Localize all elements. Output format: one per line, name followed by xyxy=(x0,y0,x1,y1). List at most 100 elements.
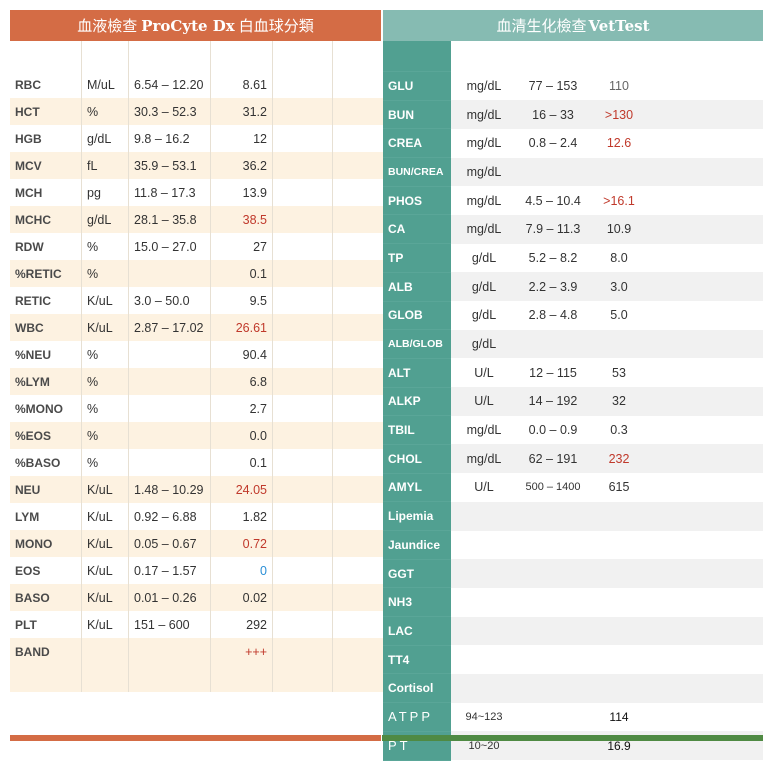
test-reference-range: 35.9 – 53.1 xyxy=(128,152,211,179)
empty-cell xyxy=(649,186,763,215)
empty-cell xyxy=(649,301,763,330)
table-row: CREA mg/dL 0.8 – 2.4 12.6 xyxy=(383,128,763,159)
test-unit: g/dL xyxy=(451,243,517,273)
test-reference-range: 4.5 – 10.4 xyxy=(517,186,589,215)
test-reference-range xyxy=(128,638,211,665)
test-unit xyxy=(451,616,517,646)
empty-cell xyxy=(272,125,333,152)
test-unit: K/uL xyxy=(81,584,129,611)
blank-cell xyxy=(210,665,273,692)
test-value: 3.0 xyxy=(589,272,649,301)
test-unit: mg/dL xyxy=(451,71,517,101)
test-name: %EOS xyxy=(10,422,82,449)
test-unit xyxy=(451,559,517,588)
empty-cell xyxy=(272,179,333,206)
table-row: HGB g/dL 9.8 – 16.2 12 xyxy=(10,125,391,152)
test-value: 110 xyxy=(589,71,649,101)
test-reference-range: 0.8 – 2.4 xyxy=(517,128,589,158)
table-row: LAC xyxy=(383,616,763,646)
test-reference-range: 5.2 – 8.2 xyxy=(517,243,589,273)
test-reference-range xyxy=(517,329,589,359)
test-reference-range xyxy=(517,702,589,732)
empty-cell xyxy=(332,422,391,449)
test-name: %RETIC xyxy=(10,260,82,287)
test-unit: g/dL xyxy=(451,272,517,301)
table-row: CHOL mg/dL 62 – 191 232 xyxy=(383,444,763,474)
test-reference-range: 6.54 – 12.20 xyxy=(128,71,211,98)
test-value xyxy=(589,673,649,703)
test-reference-range xyxy=(128,395,211,422)
test-name: BAND xyxy=(10,638,82,665)
table-row: %NEU% 90.4 xyxy=(10,341,391,368)
test-unit: U/L xyxy=(451,473,517,502)
test-reference-range xyxy=(517,616,589,646)
test-unit: mg/dL xyxy=(451,128,517,158)
test-value: 8.0 xyxy=(589,243,649,273)
empty-cell xyxy=(649,272,763,301)
test-value: >130 xyxy=(589,100,649,129)
empty-cell xyxy=(272,314,333,341)
blank-cell xyxy=(128,665,211,692)
test-value: +++ xyxy=(210,638,273,665)
test-unit: K/uL xyxy=(81,557,129,584)
empty-cell xyxy=(332,611,391,638)
table-row: BUN/CREA mg/dL xyxy=(383,157,763,187)
test-name: CREA xyxy=(383,128,451,159)
test-name: AMYL xyxy=(383,473,451,503)
test-value: 36.2 xyxy=(210,152,273,179)
test-value xyxy=(589,530,649,560)
test-unit: % xyxy=(81,368,129,395)
table-row: %RETIC% 0.1 xyxy=(10,260,391,287)
test-value: 24.05 xyxy=(210,476,273,503)
test-unit: pg xyxy=(81,179,129,206)
test-name: Lipemia xyxy=(383,501,451,531)
table-row: RBC M/uL 6.54 – 12.20 8.61 xyxy=(10,71,391,98)
empty-cell xyxy=(649,587,763,617)
empty-cell xyxy=(649,387,763,416)
test-value: 32 xyxy=(589,387,649,416)
empty-cell xyxy=(649,128,763,158)
test-reference-range xyxy=(517,157,589,187)
test-name: PHOS xyxy=(383,186,451,216)
cbc-title-prefix: 血液檢查 xyxy=(77,17,138,35)
empty-cell xyxy=(332,368,391,395)
empty-cell xyxy=(272,476,333,503)
test-reference-range xyxy=(128,260,211,287)
table-row: RETIC K/uL 3.0 – 50.0 9.5 xyxy=(10,287,391,314)
empty-cell xyxy=(332,233,391,260)
test-reference-range xyxy=(128,341,211,368)
test-name: RDW xyxy=(10,233,82,260)
test-unit: mg/dL xyxy=(451,100,517,129)
empty-cell xyxy=(272,206,333,233)
test-value xyxy=(589,616,649,646)
table-row: GGT xyxy=(383,559,763,589)
test-value xyxy=(589,157,649,187)
empty-cell xyxy=(332,530,391,557)
blank-cell xyxy=(272,41,333,71)
table-row: BASO K/uL 0.01 – 0.26 0.02 xyxy=(10,584,391,611)
empty-cell xyxy=(332,98,391,125)
test-unit xyxy=(451,587,517,617)
test-value: 615 xyxy=(589,473,649,502)
empty-cell xyxy=(272,233,333,260)
table-row: NH3 xyxy=(383,587,763,618)
test-reference-range: 500 – 1400 xyxy=(517,473,589,502)
test-unit: mg/dL xyxy=(451,186,517,215)
test-name: RBC xyxy=(10,71,82,98)
test-unit: % xyxy=(81,341,129,368)
empty-cell xyxy=(649,415,763,445)
test-unit: K/uL xyxy=(81,530,129,557)
empty-cell xyxy=(332,71,391,98)
empty-cell xyxy=(332,287,391,314)
empty-cell xyxy=(649,530,763,560)
test-name: ALT xyxy=(383,358,451,388)
blank-cell xyxy=(272,665,333,692)
blank-cell xyxy=(81,665,129,692)
test-reference-range xyxy=(517,559,589,588)
test-value: 5.0 xyxy=(589,301,649,330)
test-reference-range: 62 – 191 xyxy=(517,444,589,474)
empty-cell xyxy=(272,449,333,476)
test-value: 8.61 xyxy=(210,71,273,98)
test-name: BUN/CREA xyxy=(383,157,451,187)
test-unit: U/L xyxy=(451,358,517,388)
